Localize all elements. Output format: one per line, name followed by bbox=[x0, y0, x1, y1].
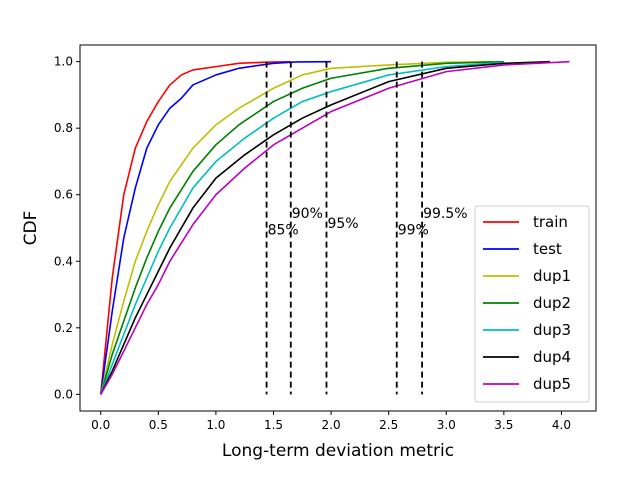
legend-label-test: test bbox=[533, 240, 562, 258]
y-tick-label: 0.0 bbox=[54, 387, 73, 401]
percentile-label: 85% bbox=[268, 223, 299, 239]
series-line-dup4 bbox=[100, 60, 550, 395]
x-tick-label: 0.5 bbox=[149, 418, 168, 432]
series-line-dup2 bbox=[99, 60, 504, 395]
percentile-label: 90% bbox=[292, 206, 323, 222]
y-tick-label: 0.4 bbox=[54, 254, 73, 268]
series-line-dup5 bbox=[100, 60, 570, 395]
percentile-lines: 85%90%95% 99%99.5% bbox=[265, 61, 468, 395]
y-tick-label: 0.8 bbox=[54, 121, 73, 135]
legend-label-dup3: dup3 bbox=[533, 321, 571, 339]
x-tick-label: 3.5 bbox=[494, 418, 513, 432]
y-axis-label: CDF bbox=[21, 211, 41, 246]
y-tick-label: 0.6 bbox=[54, 188, 73, 202]
x-tick-label: 2.5 bbox=[379, 418, 398, 432]
x-tick-label: 2.0 bbox=[322, 418, 341, 432]
legend-label-dup4: dup4 bbox=[533, 348, 571, 366]
legend-label-dup5: dup5 bbox=[533, 375, 571, 393]
legend-label-dup2: dup2 bbox=[533, 294, 571, 312]
legend: train test dup1 dup2 dup3 dup4 dup5 bbox=[474, 205, 590, 403]
x-tick-label: 1.0 bbox=[206, 418, 225, 432]
x-tick-label: 1.5 bbox=[264, 418, 283, 432]
x-tick-label: 0.0 bbox=[91, 418, 110, 432]
x-axis-ticks: 0.0 0.5 1.0 1.5 2.0 2.5 3.0 3.5 4.0 bbox=[91, 411, 571, 432]
x-axis-label: Long-term deviation metric bbox=[222, 441, 454, 461]
legend-label-train: train bbox=[533, 213, 568, 231]
y-tick-label: 1.0 bbox=[54, 55, 73, 69]
series-line-train bbox=[99, 60, 291, 395]
series-line-dup3 bbox=[99, 61, 504, 395]
series-layer bbox=[99, 60, 570, 395]
legend-label-dup1: dup1 bbox=[533, 267, 571, 285]
x-tick-label: 3.0 bbox=[437, 418, 456, 432]
y-tick-label: 0.2 bbox=[54, 321, 73, 335]
percentile-label: 99% bbox=[398, 223, 429, 239]
x-tick-label: 4.0 bbox=[552, 418, 571, 432]
axes-frame bbox=[79, 44, 597, 412]
percentile-label: 95% bbox=[327, 216, 358, 232]
series-line-test bbox=[99, 60, 332, 395]
percentile-label: 99.5% bbox=[423, 206, 467, 222]
legend-frame bbox=[474, 205, 590, 403]
y-axis-ticks: 0.0 0.2 0.4 0.6 0.8 1.0 bbox=[54, 55, 80, 401]
plot-area bbox=[79, 44, 597, 412]
series-line-dup1 bbox=[99, 60, 493, 395]
